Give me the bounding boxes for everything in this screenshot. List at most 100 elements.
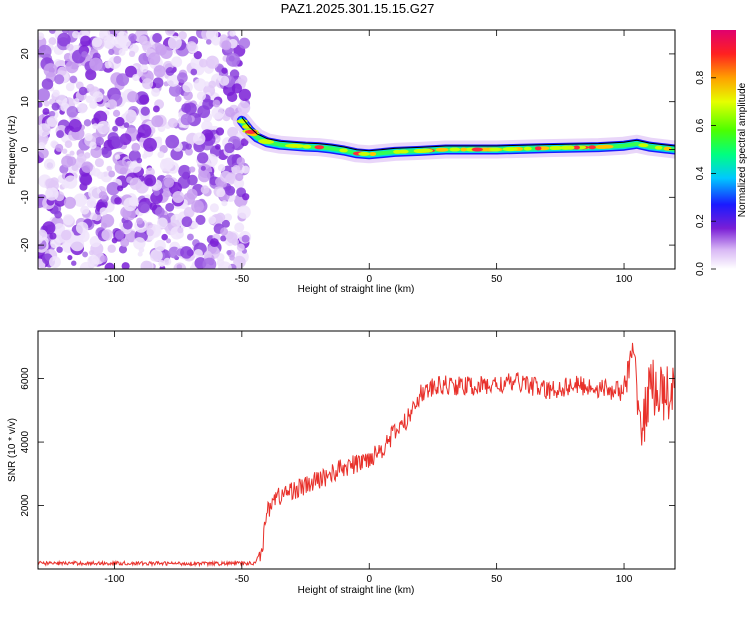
noise-speck	[46, 116, 58, 127]
colorbar-tick-label: 0.8	[695, 70, 706, 84]
noise-speck	[80, 205, 90, 215]
noise-speck	[193, 249, 203, 259]
noise-speck	[137, 251, 143, 257]
noise-speck	[79, 173, 93, 186]
noise-speck	[82, 251, 88, 258]
trace-hotspot	[534, 146, 542, 151]
noise-speckle	[38, 30, 252, 269]
noise-speck	[45, 187, 59, 201]
noise-speck	[88, 186, 102, 200]
noise-speck	[64, 140, 73, 148]
noise-speck	[106, 181, 120, 196]
noise-speck	[41, 78, 54, 90]
noise-speck	[163, 257, 172, 266]
noise-speck	[48, 37, 57, 46]
noise-speck	[56, 246, 63, 253]
noise-speck	[224, 107, 235, 118]
noise-speck	[84, 132, 93, 142]
noise-speck	[64, 175, 78, 189]
noise-speck	[48, 110, 56, 118]
snr-ytick-label: 6000	[20, 367, 31, 390]
noise-speck	[219, 75, 230, 86]
noise-speck	[85, 69, 97, 81]
noise-speck	[146, 228, 154, 237]
noise-speck	[171, 56, 183, 68]
noise-speck	[112, 125, 118, 132]
noise-speck	[71, 260, 77, 266]
noise-speck	[201, 120, 213, 132]
noise-speck	[101, 229, 113, 241]
noise-speck	[203, 250, 212, 259]
noise-speck	[236, 157, 245, 166]
noise-speck	[54, 74, 65, 85]
trace-hotspot	[599, 144, 614, 149]
noise-speck	[238, 37, 251, 49]
trace-hotspot	[654, 145, 663, 150]
trace-outline-upper	[241, 116, 675, 152]
snr-series-line	[38, 342, 675, 568]
signal-trace	[232, 111, 675, 164]
noise-speck	[65, 82, 75, 92]
noise-speck	[127, 91, 139, 103]
noise-speck	[205, 39, 212, 45]
noise-speck	[38, 101, 43, 108]
noise-speck	[115, 116, 125, 127]
noise-speck	[161, 233, 168, 241]
noise-speck	[121, 262, 130, 269]
noise-speck	[242, 193, 250, 201]
noise-speck	[154, 239, 166, 252]
noise-speck	[227, 126, 239, 138]
spectrogram-xtick-label: -50	[235, 274, 250, 285]
noise-speck	[199, 58, 208, 68]
noise-speck	[57, 32, 71, 47]
noise-speck	[153, 65, 166, 78]
noise-speck	[78, 86, 88, 96]
noise-speck	[116, 73, 130, 87]
noise-speck	[215, 127, 225, 136]
snr-axes: -100 -50 0 50 100 2000 4000 6000	[20, 331, 675, 585]
noise-speck	[68, 119, 82, 133]
noise-speck	[79, 261, 94, 269]
figure-title: PAZ1.2025.301.15.15.G27	[280, 1, 435, 16]
noise-speck	[233, 178, 245, 189]
noise-speck	[204, 81, 210, 87]
noise-speck	[91, 37, 103, 48]
noise-speck	[209, 203, 219, 213]
noise-speck	[153, 105, 160, 113]
noise-speck	[211, 106, 225, 120]
noise-speck	[156, 217, 168, 229]
noise-speck	[66, 156, 77, 166]
noise-speck	[235, 172, 244, 182]
noise-speck	[38, 229, 48, 241]
noise-speck	[122, 219, 133, 230]
noise-speck	[123, 122, 130, 128]
noise-speck	[54, 210, 62, 219]
noise-speck	[129, 160, 142, 173]
noise-speck	[200, 185, 210, 194]
trace-hotspot	[449, 147, 460, 152]
noise-speck	[57, 66, 67, 76]
noise-speck	[70, 237, 85, 252]
noise-speck	[45, 178, 55, 189]
noise-speck	[191, 199, 204, 213]
noise-speck	[183, 90, 193, 101]
noise-speck	[67, 254, 73, 261]
noise-speck	[49, 232, 57, 240]
noise-speck	[221, 40, 232, 51]
snr-xtick-label: -50	[235, 574, 250, 585]
noise-speck	[200, 165, 206, 171]
noise-speck	[75, 221, 89, 235]
noise-speck	[88, 249, 95, 256]
noise-speck	[48, 30, 57, 34]
noise-speck	[196, 91, 207, 101]
noise-speck	[86, 197, 97, 208]
noise-speck	[69, 150, 75, 156]
noise-speck	[112, 109, 121, 117]
noise-speck	[177, 72, 188, 83]
noise-speck	[186, 41, 197, 52]
figure: PAZ1.2025.301.15.15.G27	[7, 1, 748, 596]
noise-speck	[233, 255, 246, 269]
trace-hotspot	[471, 147, 483, 152]
trace-hotspot	[435, 147, 449, 152]
